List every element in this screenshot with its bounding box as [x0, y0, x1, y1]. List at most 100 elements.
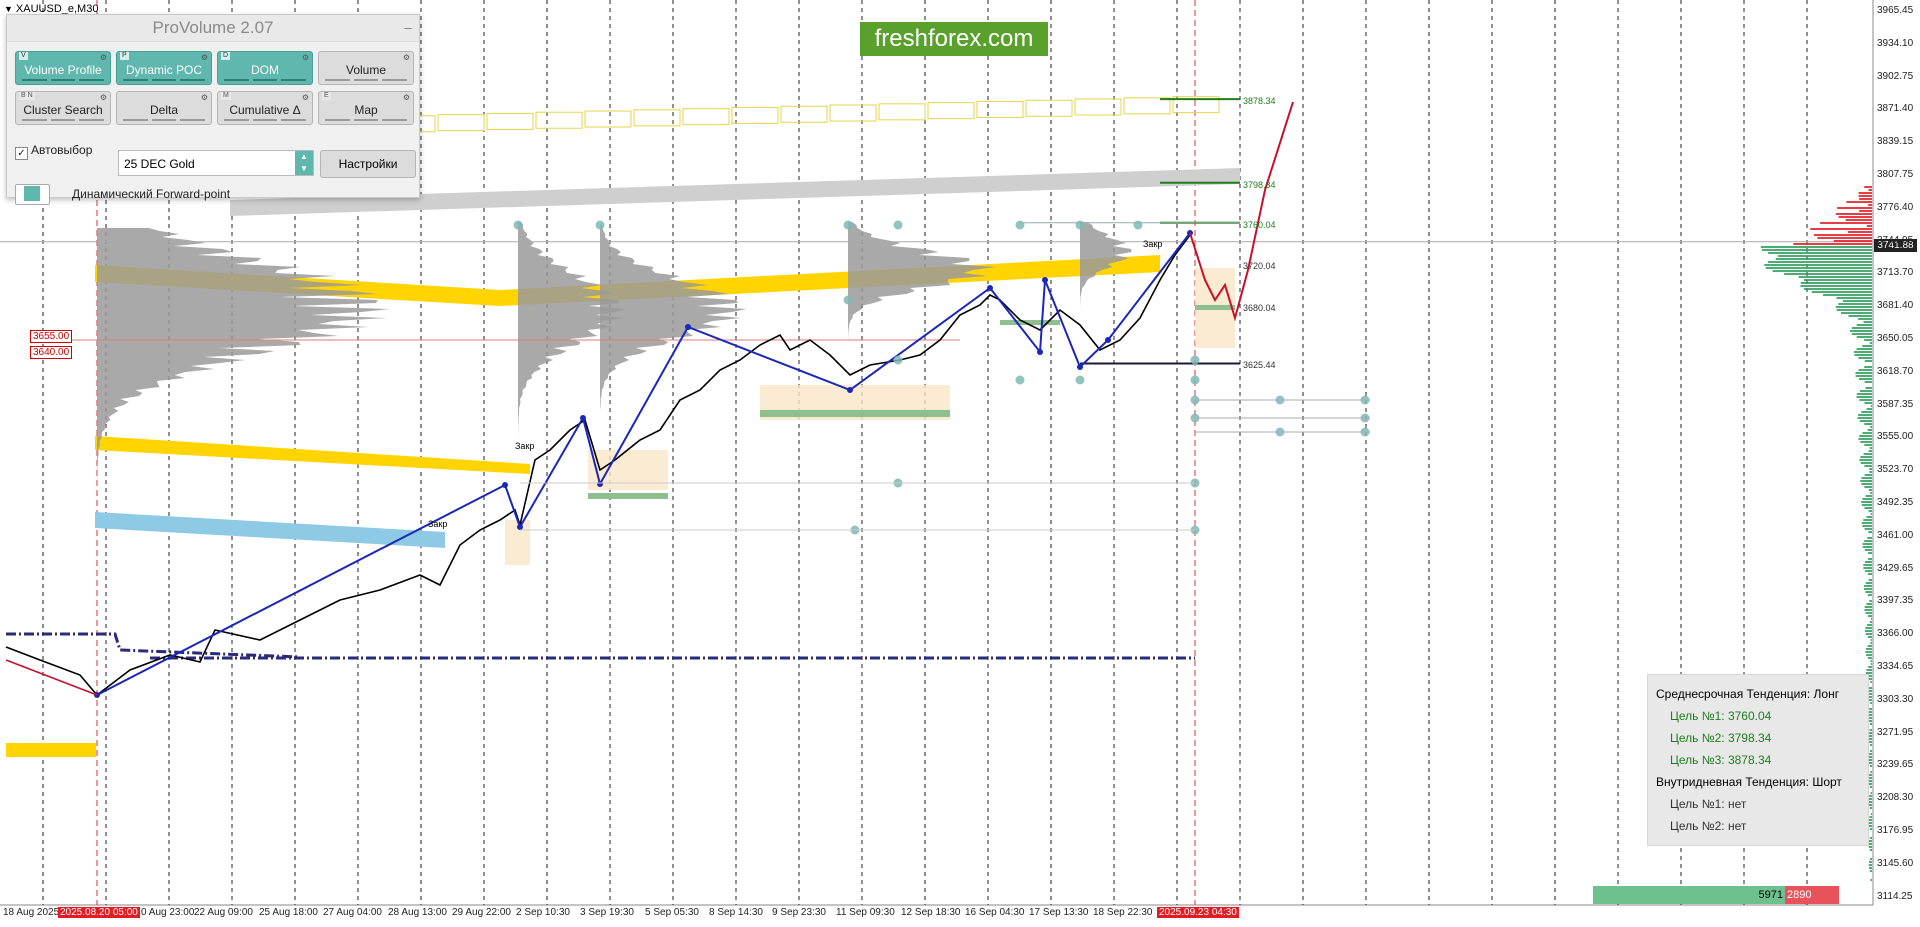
- dom-bar: [1866, 675, 1872, 677]
- tool-button-0[interactable]: V ⚙ Volume Profile: [15, 51, 111, 85]
- dom-bar: [1869, 621, 1872, 623]
- dom-bar: [1864, 465, 1872, 467]
- dom-bar: [1838, 303, 1872, 305]
- zigzag-point: [987, 285, 993, 291]
- dom-bar: [1868, 753, 1872, 755]
- x-tick-label: 16 Sep 04:30: [965, 907, 1025, 918]
- dom-bar: [1861, 483, 1872, 485]
- dom-bar: [1869, 816, 1872, 818]
- y-tick-label: 3145.60: [1877, 857, 1914, 869]
- gear-icon[interactable]: ⚙: [402, 93, 410, 102]
- y-tick-label: 3744.95: [1877, 234, 1914, 246]
- dom-bar: [1868, 774, 1872, 776]
- checkmark-icon[interactable]: ✓: [15, 147, 28, 160]
- dom-bar: [1800, 282, 1872, 284]
- dom-bar: [1856, 324, 1872, 326]
- tool-button-3[interactable]: ⚙ Volume: [318, 51, 414, 85]
- dom-bar: [1859, 459, 1872, 461]
- autoselect-checkbox[interactable]: ✓ Автовыбор: [15, 143, 92, 160]
- dom-bar: [1775, 258, 1872, 260]
- tool-button-2[interactable]: D ⚙ DOM: [217, 51, 313, 85]
- tool-button-label: Dynamic POC: [125, 63, 202, 77]
- dom-bar: [1784, 273, 1872, 275]
- value-area-box: [780, 105, 828, 123]
- dom-bar: [1869, 744, 1872, 746]
- x-tick-label: 5 Sep 05:30: [645, 907, 699, 918]
- left-level-1: 3655.00: [30, 330, 73, 343]
- tool-button-5[interactable]: ⚙ Delta: [116, 91, 212, 125]
- zigzag-point: [1077, 364, 1083, 370]
- minimize-icon[interactable]: –: [404, 20, 412, 35]
- dom-bar: [1866, 669, 1872, 671]
- dom-bar: [1861, 411, 1872, 413]
- forward-point-toggle[interactable]: [15, 184, 50, 205]
- dom-bar: [1765, 267, 1872, 269]
- settings-button[interactable]: Настройки: [320, 150, 416, 178]
- dom-bar: [1867, 777, 1872, 779]
- dom-bar: [1870, 513, 1872, 515]
- dom-bar: [1864, 360, 1872, 362]
- value-area-box: [486, 112, 534, 130]
- dom-bar: [1869, 828, 1872, 830]
- y-tick-label: 3934.10: [1877, 37, 1914, 49]
- gear-icon[interactable]: ⚙: [301, 93, 309, 102]
- poc-band: [95, 436, 530, 474]
- x-tick-label: 2025.09.23 04:30: [1157, 907, 1239, 918]
- dom-bar: [1870, 660, 1872, 662]
- dom-bar: [1863, 564, 1872, 566]
- gear-icon[interactable]: ⚙: [99, 53, 107, 62]
- contract-select[interactable]: 25 DEC Gold ▲ ▼: [118, 150, 314, 176]
- gear-icon[interactable]: ⚙: [200, 93, 208, 102]
- dom-bar: [1867, 594, 1872, 596]
- dom-bar: [1869, 600, 1872, 602]
- dom-bar: [1870, 618, 1872, 620]
- dom-bar: [1856, 348, 1872, 350]
- zone-box: [1195, 305, 1235, 310]
- dom-bar: [1869, 795, 1872, 797]
- fractal-marker: [1075, 375, 1085, 385]
- dom-bar: [1856, 396, 1872, 398]
- dom-bar: [1868, 825, 1872, 827]
- dom-bar: [1837, 207, 1872, 209]
- close-mark: Закр: [515, 441, 534, 451]
- dom-bar: [1867, 711, 1872, 713]
- dom-bar: [1863, 321, 1872, 323]
- dom-bar: [1866, 408, 1872, 410]
- dom-bar: [1867, 537, 1872, 539]
- value-area-box: [633, 109, 681, 127]
- y-tick-label: 3492.35: [1877, 497, 1914, 508]
- dom-bar: [1846, 201, 1872, 203]
- gear-icon[interactable]: ⚙: [402, 53, 410, 62]
- target-level-label: 3878.34: [1243, 96, 1276, 106]
- gear-icon[interactable]: ⚙: [99, 93, 107, 102]
- tool-button-7[interactable]: E ⚙ Map: [318, 91, 414, 125]
- caret-down-icon[interactable]: ▼: [4, 4, 13, 14]
- y-tick-label: 3587.35: [1877, 398, 1914, 410]
- dom-bar: [1835, 306, 1872, 308]
- poc-band: [6, 743, 96, 757]
- y-tick-label: 3902.75: [1877, 70, 1914, 82]
- left-level-2: 3640.00: [30, 346, 73, 359]
- spinner-icon[interactable]: ▲ ▼: [295, 151, 313, 175]
- dom-bar: [1868, 552, 1872, 554]
- dom-bar: [1868, 819, 1872, 821]
- dom-bar: [1870, 702, 1872, 704]
- dom-bar: [1862, 525, 1872, 527]
- target-level-label: 3625.44: [1243, 360, 1276, 370]
- dom-bar: [1856, 393, 1872, 395]
- dom-bar: [1869, 729, 1872, 731]
- dom-bar: [1864, 585, 1872, 587]
- dom-bar: [1867, 699, 1872, 701]
- value-area-box: [437, 114, 485, 132]
- tool-button-6[interactable]: M ⚙ Cumulative Δ: [217, 91, 313, 125]
- volume-profile: [848, 222, 997, 340]
- value-area-box: [682, 108, 730, 126]
- gear-icon[interactable]: ⚙: [200, 53, 208, 62]
- mid-target-2: Цель №2: 3798.34: [1670, 731, 1772, 745]
- gear-icon[interactable]: ⚙: [301, 53, 309, 62]
- tool-button-4[interactable]: B N ⚙ Cluster Search: [15, 91, 111, 125]
- y-tick-label: 3366.00: [1877, 628, 1914, 640]
- sell-volume-bar: 2890: [1785, 886, 1839, 904]
- dom-bar: [1856, 336, 1872, 338]
- tool-button-1[interactable]: P ⚙ Dynamic POC: [116, 51, 212, 85]
